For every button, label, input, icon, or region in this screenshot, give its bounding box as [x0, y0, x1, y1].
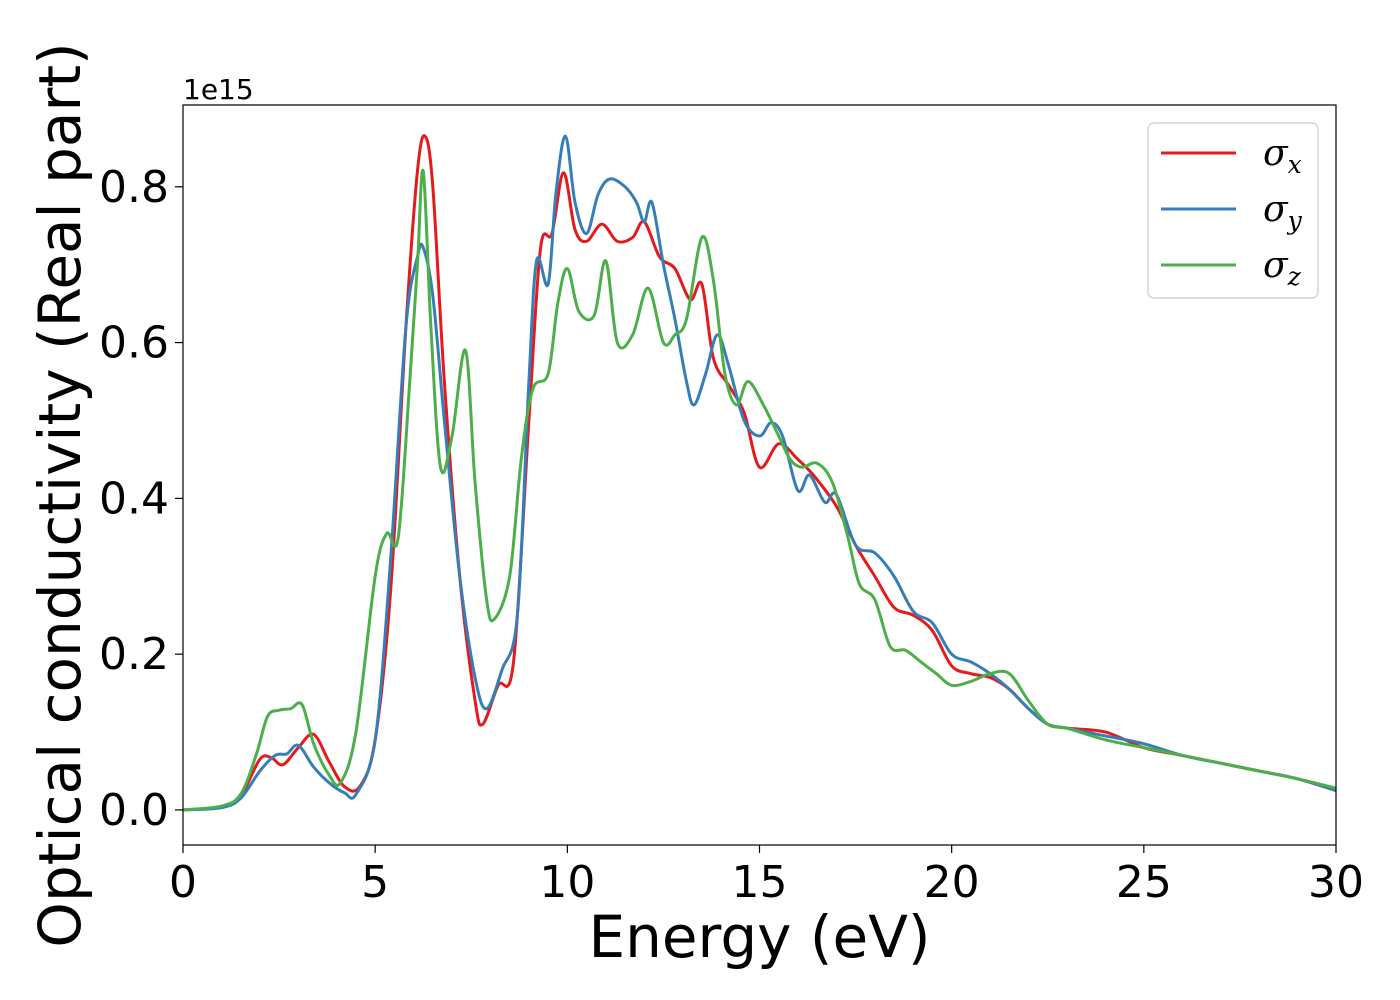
y-offset-label: 1e15	[183, 73, 254, 106]
y-axis-label: Optical conductivity (Real part)	[26, 42, 94, 947]
y-tick-label: 0.8	[99, 162, 169, 213]
legend-label-y: σy	[1263, 189, 1303, 235]
x-axis-label: Energy (eV)	[588, 903, 930, 971]
x-tick-label: 30	[1308, 857, 1364, 908]
x-tick-label: 20	[924, 857, 980, 908]
y-tick-label: 0.0	[99, 785, 169, 836]
series-layer	[183, 134, 1336, 812]
x-tick-label: 5	[361, 857, 389, 908]
series-line-z	[183, 168, 1336, 812]
x-tick-label: 25	[1116, 857, 1172, 908]
x-tick-label: 0	[169, 857, 197, 908]
legend-label-x: σx	[1263, 133, 1302, 179]
legend-label-z: σz	[1263, 245, 1302, 291]
y-tick-label: 0.2	[99, 629, 169, 680]
x-axis: 0 5 10 15 20 25 30	[169, 845, 1364, 908]
y-tick-label: 0.6	[99, 318, 169, 369]
y-tick-label: 0.4	[99, 473, 169, 524]
legend: σx σy σz	[1147, 122, 1319, 299]
x-tick-label: 15	[732, 857, 788, 908]
series-line-y	[183, 134, 1336, 812]
y-axis: 0.0 0.2 0.4 0.6 0.8	[99, 162, 183, 836]
x-tick-label: 10	[539, 857, 595, 908]
